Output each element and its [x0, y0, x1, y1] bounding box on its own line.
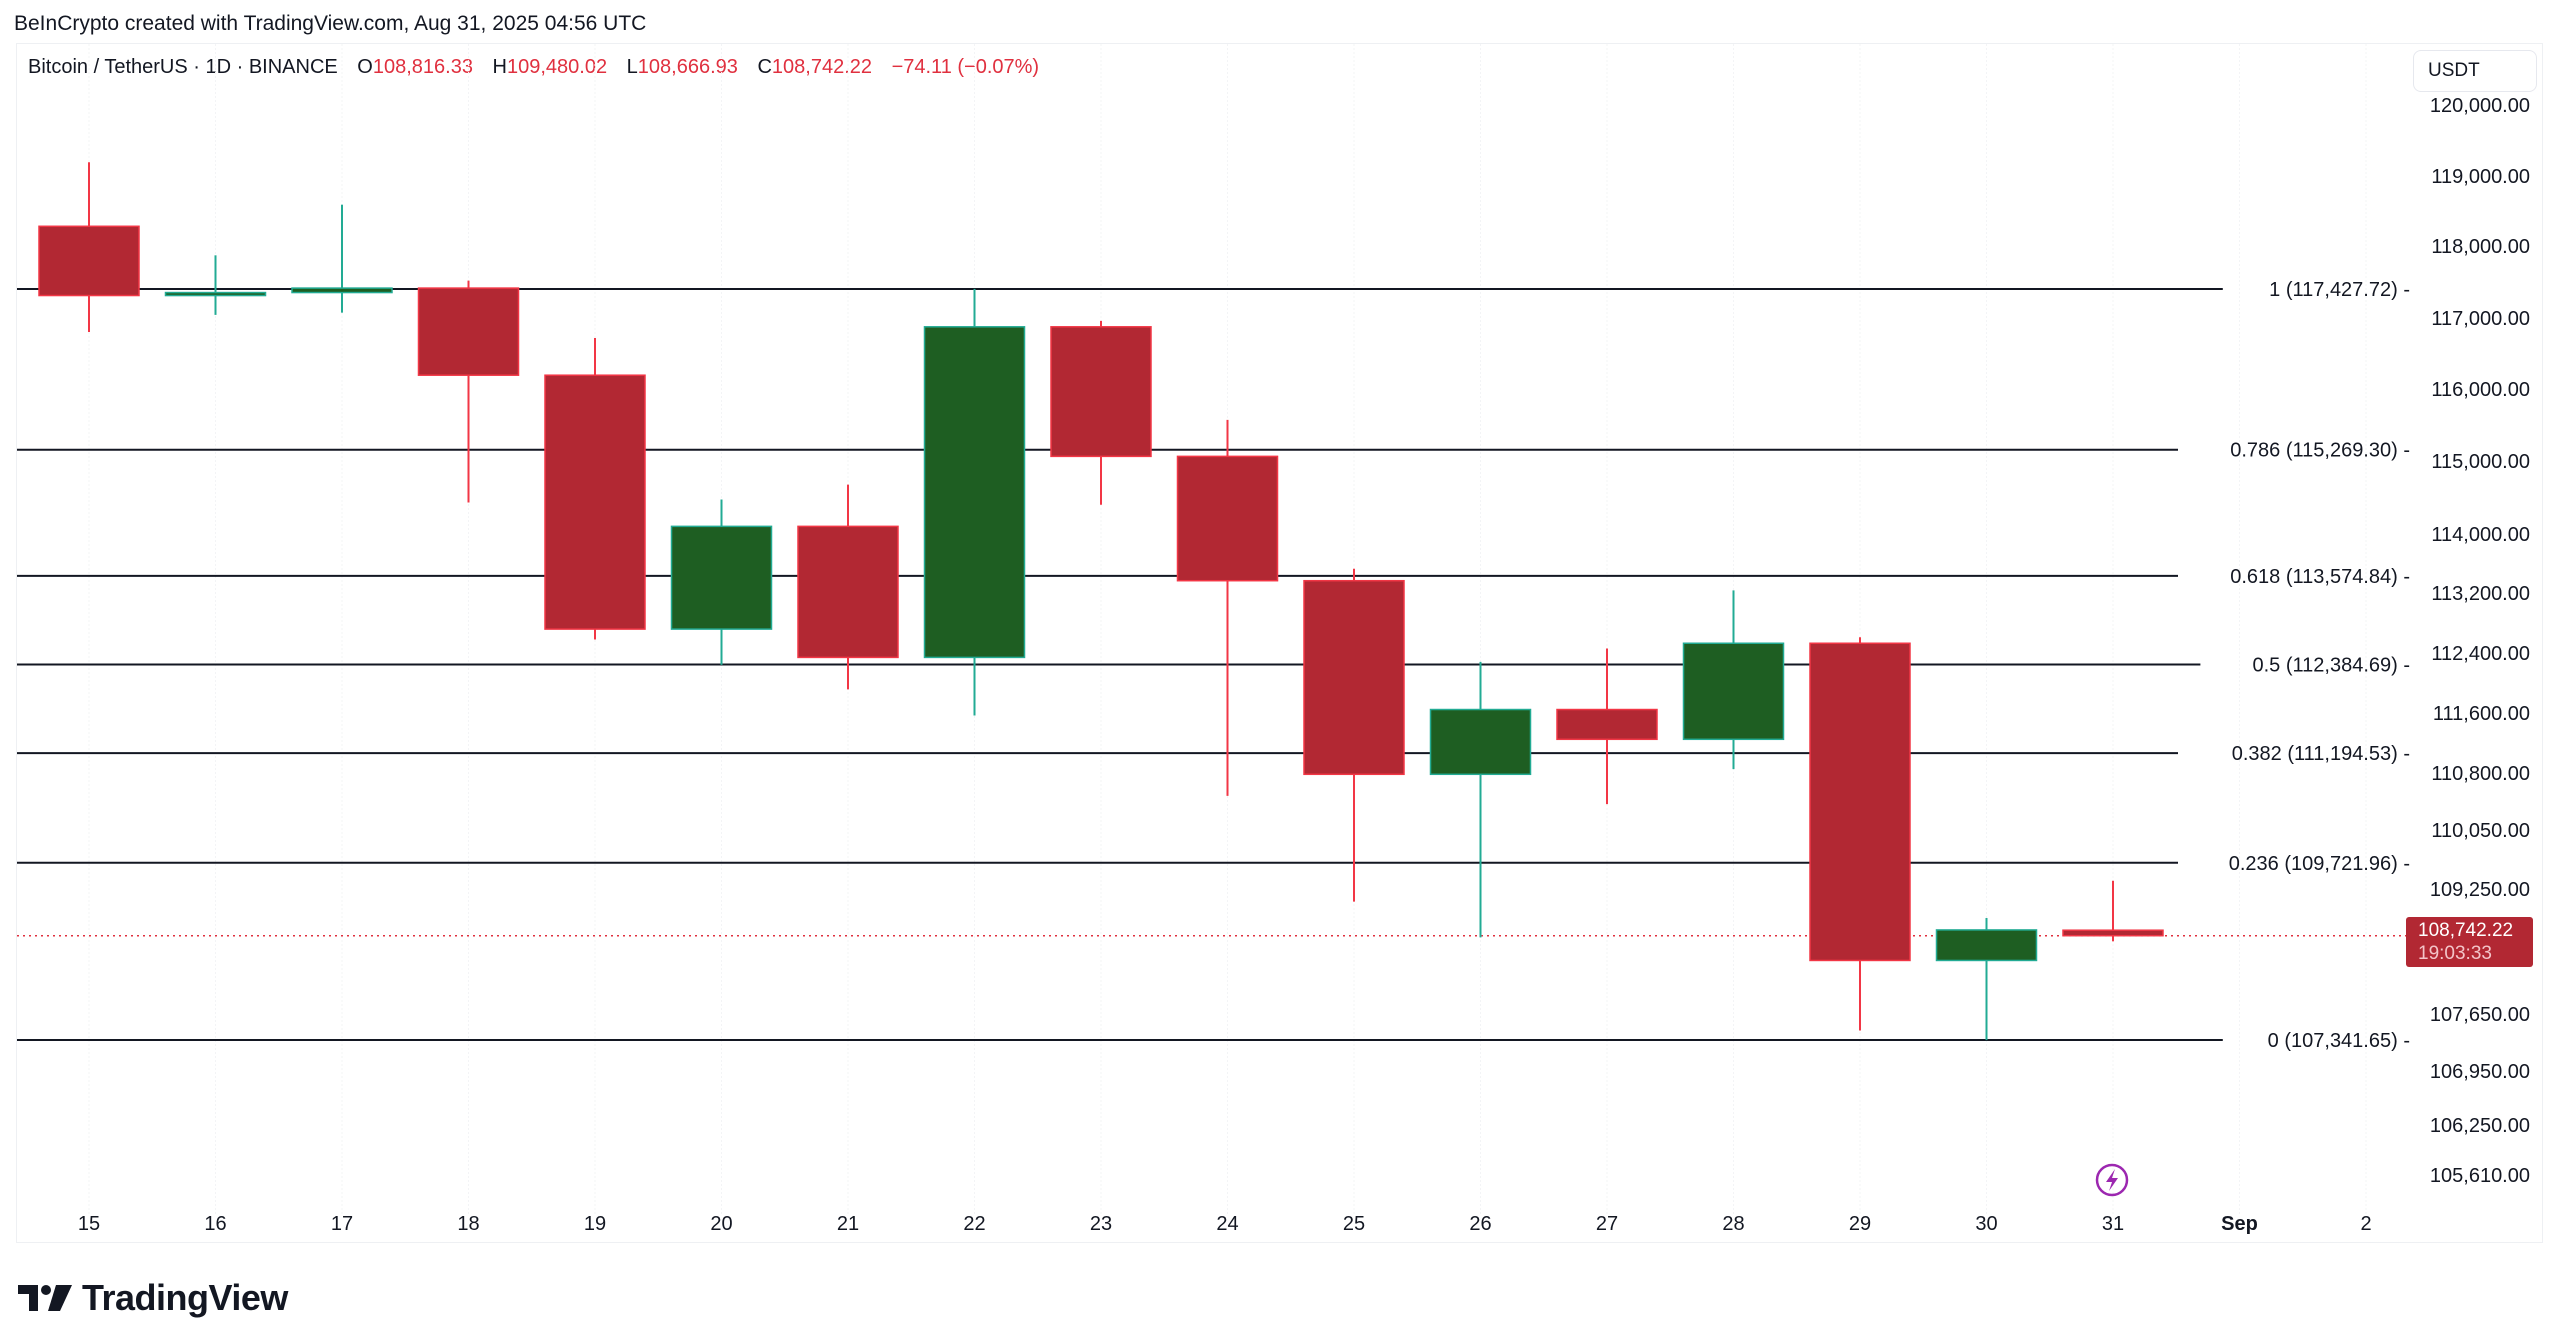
- fib-label: 0.236 (109,721.96) -: [2229, 853, 2410, 875]
- logo-text: TradingView: [82, 1277, 288, 1318]
- candle-aug-17: [291, 204, 393, 313]
- fib-label: 0.5 (112,384.69) -: [2252, 654, 2410, 676]
- last-price-tag: 108,742.22 19:03:33: [2406, 917, 2533, 967]
- chart-credit: BeInCrypto created with TradingView.com,…: [14, 12, 647, 35]
- fib-level-0-5[interactable]: 0.5 (112,384.69) -: [17, 654, 2410, 676]
- fib-label: 0.618 (113,574.84) -: [2230, 566, 2410, 588]
- date-tick: Sep: [2221, 1213, 2258, 1235]
- price-tick: 109,250.00: [2430, 879, 2530, 901]
- candle-aug-21: [797, 484, 899, 690]
- date-tick: 25: [1343, 1213, 1365, 1235]
- date-tick: 17: [331, 1213, 353, 1235]
- date-tick: 24: [1216, 1213, 1238, 1235]
- symbol-title[interactable]: Bitcoin / TetherUS · 1D · BINANCE: [28, 56, 338, 78]
- price-tick: 120,000.00: [2430, 95, 2530, 117]
- candle-aug-23: [1050, 320, 1152, 505]
- price-tick: 106,250.00: [2430, 1115, 2530, 1137]
- high-value: 109,480.02: [506, 56, 608, 78]
- date-tick: 19: [584, 1213, 606, 1235]
- price-tick: 118,000.00: [2431, 236, 2530, 258]
- price-tick: 111,600.00: [2433, 703, 2530, 725]
- fib-label: 0 (107,341.65) -: [2268, 1030, 2410, 1052]
- symbol-legend: Bitcoin / TetherUS · 1D · BINANCE O108,8…: [28, 56, 1039, 79]
- candle-aug-26: [1429, 661, 1532, 938]
- date-tick: 2: [2360, 1213, 2371, 1235]
- time-axis[interactable]: 15 16 17 18 19 20 21 22 23 24 25 26 27 28 29 30 31 Sep 2: [78, 1213, 2372, 1235]
- open-value: 108,816.33: [372, 56, 473, 78]
- date-tick: 23: [1090, 1213, 1112, 1235]
- fib-level-0[interactable]: 0 (107,341.65) -: [17, 1030, 2410, 1052]
- candle-aug-16: [164, 255, 267, 315]
- bar-countdown: 19:03:33: [2418, 943, 2492, 964]
- low-label: L: [626, 56, 638, 78]
- price-axis[interactable]: 120,000.00 119,000.00 118,000.00 117,000.00…: [2430, 95, 2530, 1187]
- date-tick: 20: [710, 1213, 732, 1235]
- candle-aug-25: [1303, 568, 1405, 902]
- candle-aug-28: [1682, 590, 1785, 770]
- date-tick: 30: [1975, 1213, 1997, 1235]
- fib-label: 0.382 (111,194.53) -: [2232, 743, 2410, 765]
- price-tick: 117,000.00: [2431, 308, 2530, 330]
- date-tick: 21: [837, 1213, 859, 1235]
- candle-aug-20: [670, 499, 773, 665]
- price-tick: 110,050.00: [2431, 820, 2530, 842]
- fib-label: 0.786 (115,269.30) -: [2230, 440, 2410, 462]
- price-tick: 115,000.00: [2431, 451, 2530, 473]
- candle-aug-22: [923, 288, 1026, 716]
- date-tick: 22: [963, 1213, 985, 1235]
- date-tick: 18: [457, 1213, 479, 1235]
- candle-aug-27: [1556, 648, 1658, 805]
- candle-aug-18: [417, 280, 520, 503]
- candle-aug-15: [38, 162, 140, 333]
- date-tick: 15: [78, 1213, 100, 1235]
- event-lightning-icon[interactable]: [2095, 1163, 2129, 1197]
- candles: [38, 162, 2164, 1041]
- close-label: C: [757, 56, 772, 78]
- date-tick: 29: [1849, 1213, 1871, 1235]
- high-label: H: [492, 56, 507, 78]
- tradingview-logo-icon: [18, 1285, 72, 1311]
- price-tick: 106,950.00: [2430, 1061, 2530, 1083]
- date-tick: 27: [1596, 1213, 1618, 1235]
- candle-aug-24: [1176, 419, 1279, 796]
- price-tick: 110,800.00: [2431, 763, 2530, 785]
- candle-aug-29: [1809, 637, 1911, 1031]
- fib-label: 1 (117,427.72) -: [2269, 279, 2410, 301]
- price-tick: 116,000.00: [2431, 379, 2530, 401]
- fib-level-0-618[interactable]: 0.618 (113,574.84) -: [17, 566, 2410, 588]
- change-value: −74.11 (−0.07%): [891, 56, 1040, 78]
- candle-aug-31: [2062, 880, 2164, 942]
- price-tick: 112,400.00: [2431, 643, 2530, 665]
- last-price-value: 108,742.22: [2418, 920, 2514, 941]
- chart-frame: [16, 43, 2543, 1243]
- date-tick: 26: [1469, 1213, 1491, 1235]
- price-tick: 107,650.00: [2430, 1004, 2530, 1026]
- currency-button[interactable]: USDT: [2413, 50, 2537, 92]
- fib-level-0-236[interactable]: 0.236 (109,721.96) -: [17, 853, 2410, 875]
- candle-aug-19: [544, 337, 646, 640]
- price-tick: 119,000.00: [2431, 166, 2530, 188]
- price-tick: 113,200.00: [2431, 583, 2530, 605]
- candle-aug-30: [1935, 918, 2038, 1041]
- date-tick: 28: [1722, 1213, 1744, 1235]
- close-value: 108,742.22: [771, 56, 873, 78]
- open-label: O: [357, 56, 373, 78]
- fib-level-0-382[interactable]: 0.382 (111,194.53) -: [17, 743, 2410, 765]
- tradingview-logo[interactable]: TradingView: [18, 1277, 288, 1319]
- price-tick: 114,000.00: [2431, 524, 2530, 546]
- price-tick: 105,610.00: [2430, 1165, 2530, 1187]
- low-value: 108,666.93: [637, 56, 738, 78]
- date-tick: 31: [2102, 1213, 2124, 1235]
- date-tick: 16: [204, 1213, 226, 1235]
